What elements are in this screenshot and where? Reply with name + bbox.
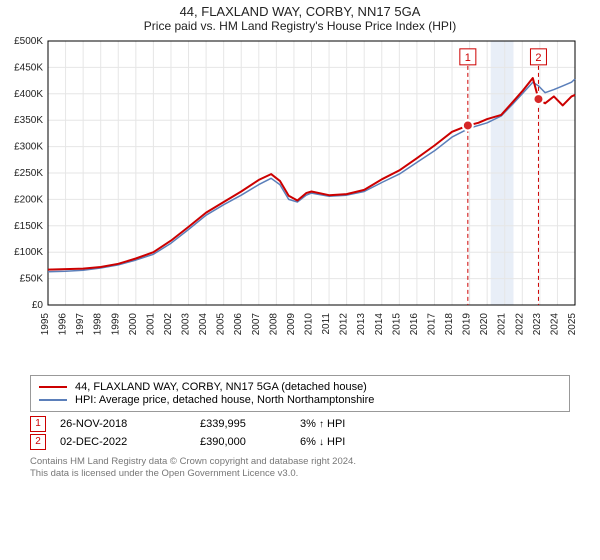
svg-text:1996: 1996 <box>58 313 69 336</box>
svg-text:2002: 2002 <box>163 313 174 336</box>
footer-attribution: Contains HM Land Registry data © Crown c… <box>30 456 570 481</box>
legend-swatch-subject <box>39 386 67 388</box>
svg-text:£150K: £150K <box>14 221 43 232</box>
svg-text:1998: 1998 <box>93 313 104 336</box>
svg-text:2: 2 <box>535 52 541 64</box>
svg-text:£300K: £300K <box>14 142 43 153</box>
up-arrow-icon: ↑ <box>319 419 324 430</box>
svg-text:2020: 2020 <box>479 313 490 336</box>
footer-line2: This data is licensed under the Open Gov… <box>30 468 570 480</box>
svg-text:2019: 2019 <box>462 313 473 336</box>
chart-title-line1: 44, FLAXLAND WAY, CORBY, NN17 5GA <box>0 4 600 19</box>
svg-text:£0: £0 <box>32 300 44 311</box>
svg-text:1995: 1995 <box>40 313 51 336</box>
svg-text:2023: 2023 <box>532 313 543 336</box>
transaction-date: 26-NOV-2018 <box>60 418 200 430</box>
svg-text:£50K: £50K <box>20 274 44 285</box>
transaction-badge: 1 <box>30 416 46 432</box>
svg-text:2016: 2016 <box>409 313 420 336</box>
svg-text:2005: 2005 <box>216 313 227 336</box>
footer-line1: Contains HM Land Registry data © Crown c… <box>30 456 570 468</box>
legend: 44, FLAXLAND WAY, CORBY, NN17 5GA (detac… <box>30 375 570 412</box>
svg-text:2001: 2001 <box>145 313 156 336</box>
svg-text:2025: 2025 <box>567 313 578 336</box>
svg-text:2017: 2017 <box>426 313 437 336</box>
svg-text:2021: 2021 <box>497 313 508 336</box>
transaction-price: £390,000 <box>200 436 300 448</box>
transaction-row: 2 02-DEC-2022 £390,000 6% ↓ HPI <box>30 434 570 450</box>
svg-text:2018: 2018 <box>444 313 455 336</box>
svg-text:2009: 2009 <box>286 313 297 336</box>
down-arrow-icon: ↓ <box>319 437 324 448</box>
svg-text:1: 1 <box>465 52 471 64</box>
svg-text:2015: 2015 <box>391 313 402 336</box>
transaction-price: £339,995 <box>200 418 300 430</box>
svg-text:£100K: £100K <box>14 247 43 258</box>
svg-text:2024: 2024 <box>549 313 560 336</box>
svg-text:2003: 2003 <box>181 313 192 336</box>
transaction-table: 1 26-NOV-2018 £339,995 3% ↑ HPI 2 02-DEC… <box>30 416 570 450</box>
svg-text:£400K: £400K <box>14 89 43 100</box>
price-vs-hpi-chart: £0 £50K £100K £150K £200K £250K £300K £350K £400… <box>0 33 600 373</box>
svg-text:2011: 2011 <box>321 313 332 335</box>
svg-text:£200K: £200K <box>14 194 43 205</box>
transaction-pct-vs-hpi: 6% ↓ HPI <box>300 436 450 448</box>
svg-text:£250K: £250K <box>14 168 43 179</box>
svg-text:2006: 2006 <box>233 313 244 336</box>
svg-text:2010: 2010 <box>304 313 315 336</box>
svg-text:2004: 2004 <box>198 313 209 336</box>
transaction-date: 02-DEC-2022 <box>60 436 200 448</box>
transaction-row: 1 26-NOV-2018 £339,995 3% ↑ HPI <box>30 416 570 432</box>
legend-item-hpi: HPI: Average price, detached house, Nort… <box>39 394 561 406</box>
legend-swatch-hpi <box>39 399 67 401</box>
svg-text:1999: 1999 <box>110 313 121 336</box>
svg-text:2012: 2012 <box>339 313 350 336</box>
legend-label-hpi: HPI: Average price, detached house, Nort… <box>75 394 374 406</box>
svg-text:£500K: £500K <box>14 36 43 47</box>
transaction-pct-vs-hpi: 3% ↑ HPI <box>300 418 450 430</box>
svg-text:2008: 2008 <box>268 313 279 336</box>
svg-text:2007: 2007 <box>251 313 262 336</box>
chart-title-line2: Price paid vs. HM Land Registry's House … <box>0 19 600 33</box>
svg-text:2014: 2014 <box>374 313 385 336</box>
svg-text:2000: 2000 <box>128 313 139 336</box>
transaction-badge: 2 <box>30 434 46 450</box>
legend-item-subject: 44, FLAXLAND WAY, CORBY, NN17 5GA (detac… <box>39 381 561 393</box>
svg-text:2022: 2022 <box>514 313 525 336</box>
svg-text:£450K: £450K <box>14 62 43 73</box>
svg-text:2013: 2013 <box>356 313 367 336</box>
svg-text:£350K: £350K <box>14 115 43 126</box>
svg-text:1997: 1997 <box>75 313 86 336</box>
legend-label-subject: 44, FLAXLAND WAY, CORBY, NN17 5GA (detac… <box>75 381 367 393</box>
